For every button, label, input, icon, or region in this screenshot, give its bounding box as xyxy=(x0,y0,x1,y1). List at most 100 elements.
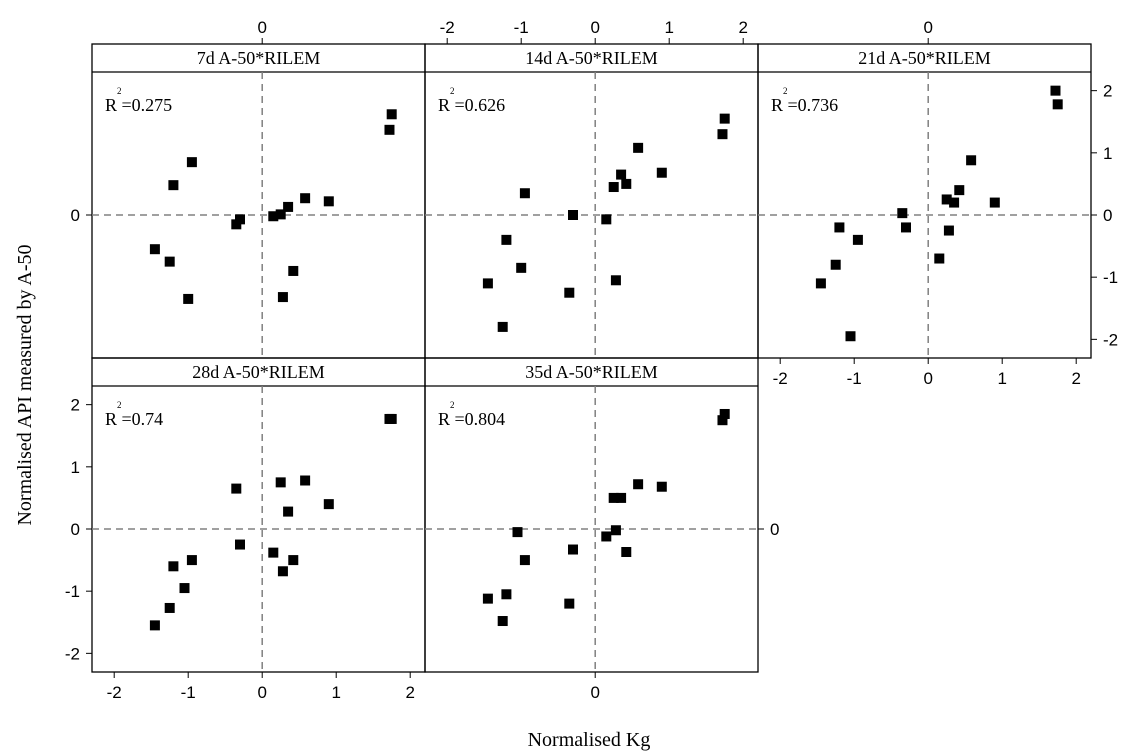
data-point xyxy=(616,492,627,503)
panel-strip-title: 21d A-50*RILEM xyxy=(858,48,991,68)
data-point xyxy=(616,169,627,180)
data-point xyxy=(231,483,242,494)
data-point xyxy=(943,225,954,236)
data-point xyxy=(300,475,311,486)
data-point xyxy=(845,331,856,342)
panel-strip-title: 35d A-50*RILEM xyxy=(525,362,658,382)
left-axis-tick-label: -1 xyxy=(65,582,80,601)
data-point xyxy=(186,157,197,168)
bottom-axis-tick-label: -1 xyxy=(847,369,862,388)
data-point xyxy=(633,142,644,153)
data-point xyxy=(512,527,523,538)
left-axis-tick-label: 1 xyxy=(71,458,80,477)
data-point xyxy=(719,113,730,124)
top-axis-tick-label: 2 xyxy=(738,18,747,37)
data-point xyxy=(277,292,288,303)
data-point xyxy=(275,209,286,220)
bottom-axis-tick-label: 2 xyxy=(1071,369,1080,388)
data-point xyxy=(834,222,845,233)
data-point xyxy=(288,555,299,566)
data-point xyxy=(564,598,575,609)
right-axis-tick-label: 1 xyxy=(1103,144,1112,163)
data-point xyxy=(830,259,841,270)
data-point xyxy=(989,197,1000,208)
data-point xyxy=(568,210,578,220)
data-point xyxy=(168,180,179,191)
right-axis-tick-label: -2 xyxy=(1103,330,1118,349)
r2-superscript: 2 xyxy=(117,86,122,96)
data-point xyxy=(815,278,826,289)
left-axis-tick-label: 0 xyxy=(71,206,80,225)
data-point xyxy=(300,193,311,204)
left-axis-tick-label: 0 xyxy=(71,520,80,539)
top-axis-tick-label: 1 xyxy=(664,18,673,37)
y-axis-title: Normalised API measured by A-50 xyxy=(14,244,36,525)
r2-label: R =0.804 xyxy=(438,409,505,429)
panel-frame xyxy=(91,357,426,673)
panel-frame xyxy=(757,43,1092,359)
top-axis-tick-label: -1 xyxy=(514,18,529,37)
data-point xyxy=(168,561,179,572)
data-point xyxy=(610,525,621,536)
bottom-axis-tick-label: 1 xyxy=(997,369,1006,388)
data-point xyxy=(601,531,612,542)
top-axis-tick-label: -2 xyxy=(440,18,455,37)
data-point xyxy=(482,593,493,604)
data-point xyxy=(954,185,965,196)
bottom-axis-tick-label: 2 xyxy=(405,683,414,702)
data-point xyxy=(949,197,960,208)
data-point xyxy=(386,413,397,424)
r2-superscript: 2 xyxy=(450,400,455,410)
data-point xyxy=(656,167,667,178)
data-point xyxy=(183,293,194,304)
r2-superscript: 2 xyxy=(783,86,788,96)
bottom-axis-tick-label: -2 xyxy=(107,683,122,702)
data-point xyxy=(1050,85,1061,96)
data-point xyxy=(852,234,863,245)
panel-frame xyxy=(424,43,759,359)
data-point xyxy=(717,129,728,140)
data-point xyxy=(164,256,175,267)
data-point xyxy=(275,477,286,488)
r2-label: R =0.74 xyxy=(105,409,163,429)
data-point xyxy=(519,188,530,199)
bottom-axis-tick-label: 0 xyxy=(257,683,266,702)
data-point xyxy=(283,506,294,517)
data-point xyxy=(621,178,632,189)
data-point xyxy=(934,253,945,264)
panel-frame xyxy=(91,43,426,359)
r2-label: R =0.275 xyxy=(105,95,172,115)
data-point xyxy=(268,547,279,558)
data-point xyxy=(149,244,160,255)
data-point xyxy=(497,616,508,627)
left-axis-tick-label: 2 xyxy=(71,396,80,415)
panel-strip-title: 7d A-50*RILEM xyxy=(197,48,321,68)
data-point xyxy=(608,492,619,503)
panel-strip-title: 14d A-50*RILEM xyxy=(525,48,658,68)
panel-frame xyxy=(424,357,759,673)
data-point xyxy=(268,211,279,222)
data-point xyxy=(610,275,621,286)
data-point xyxy=(608,182,619,193)
data-point xyxy=(656,481,667,492)
bottom-axis-tick-label: -2 xyxy=(773,369,788,388)
data-point xyxy=(149,620,160,631)
data-point xyxy=(288,265,299,276)
data-point xyxy=(717,415,728,426)
r2-label: R =0.626 xyxy=(438,95,505,115)
data-point xyxy=(501,589,512,600)
data-point xyxy=(941,194,952,205)
data-point xyxy=(897,208,908,219)
data-point xyxy=(966,155,977,166)
r2-superscript: 2 xyxy=(450,86,455,96)
top-axis-tick-label: 0 xyxy=(923,18,932,37)
top-axis-tick-label: 0 xyxy=(257,18,266,37)
data-point xyxy=(164,602,175,613)
data-point xyxy=(323,499,334,510)
r2-superscript: 2 xyxy=(117,400,122,410)
panel-strip-title: 28d A-50*RILEM xyxy=(192,362,325,382)
